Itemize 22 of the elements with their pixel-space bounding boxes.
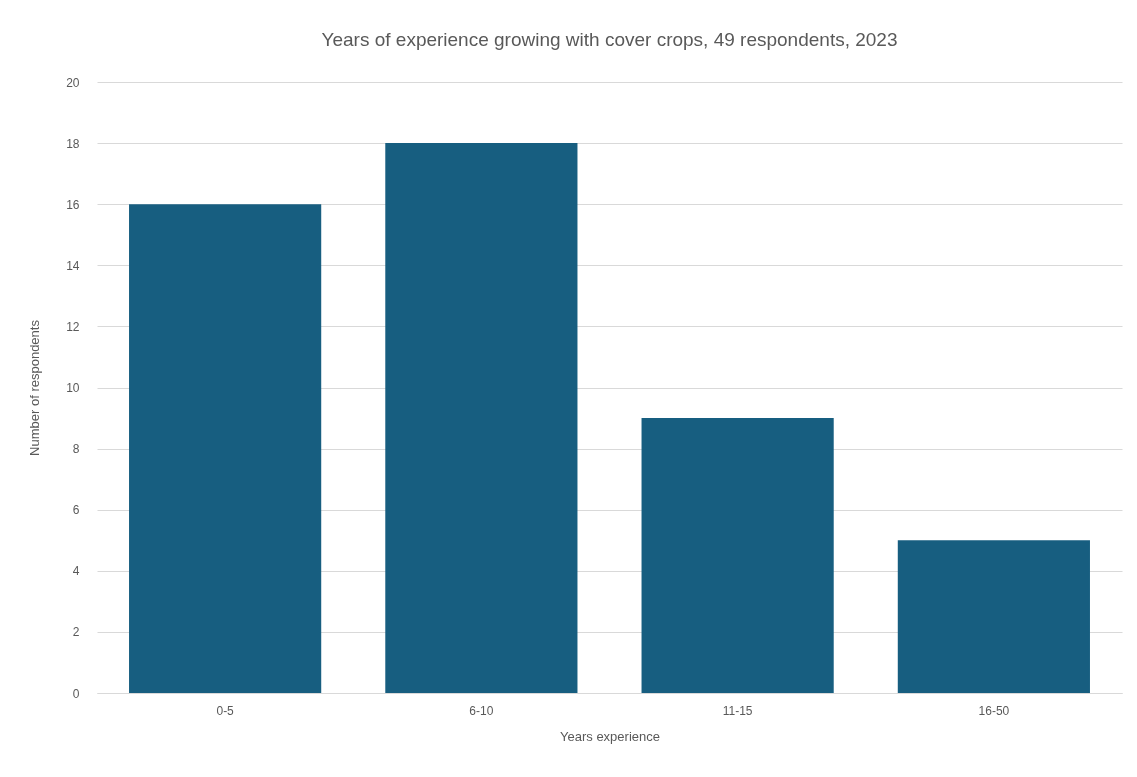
y-tick-label: 18	[66, 136, 80, 151]
bar	[129, 204, 322, 693]
bar	[385, 143, 578, 693]
y-tick-label: 14	[66, 258, 80, 273]
x-tick-label: 6-10	[469, 703, 494, 718]
y-tick-label: 10	[66, 381, 80, 395]
y-axis-title: Number of respondents	[27, 319, 43, 456]
x-tick-label: 16-50	[978, 703, 1010, 718]
x-tick-label: 0-5	[216, 703, 235, 718]
y-tick-label: 8	[72, 442, 80, 457]
y-tick-label: 2	[72, 625, 80, 640]
bar	[897, 540, 1090, 693]
x-tick-label: 11-15	[722, 703, 753, 718]
y-tick-label: 4	[72, 564, 80, 579]
y-tick-label: 12	[66, 319, 80, 334]
y-tick-label: 20	[66, 75, 80, 90]
y-tick-label: 0	[72, 686, 80, 701]
bar	[641, 418, 834, 693]
y-tick-label: 16	[66, 197, 80, 212]
y-tick-label: 6	[72, 503, 80, 518]
chart-title: Years of experience growing with cover crops, 49 respondents, 2023	[321, 29, 898, 50]
x-axis-title: Years experience	[560, 728, 660, 744]
